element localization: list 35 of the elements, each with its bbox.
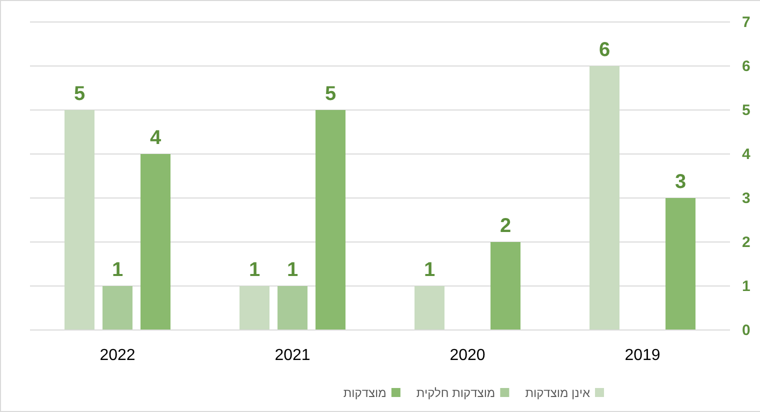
bar bbox=[490, 242, 520, 330]
data-label: 1 bbox=[248, 259, 260, 281]
legend-label: אינן מוצדקות bbox=[525, 386, 590, 400]
bar bbox=[140, 154, 170, 330]
x-tick-label: 2019 bbox=[624, 347, 660, 364]
bar bbox=[590, 66, 620, 330]
data-label: 5 bbox=[74, 83, 86, 105]
bar bbox=[666, 198, 696, 330]
data-label: 5 bbox=[324, 83, 336, 105]
x-tick-label: 2021 bbox=[274, 347, 310, 364]
y-tick-label: 1 bbox=[742, 278, 750, 295]
bar bbox=[240, 286, 270, 330]
data-label: 1 bbox=[286, 259, 298, 281]
bar bbox=[64, 110, 94, 330]
data-label: 3 bbox=[674, 171, 686, 193]
y-tick-label: 2 bbox=[742, 234, 750, 251]
legend-label: מוצדקות חלקית bbox=[416, 386, 496, 400]
bar bbox=[102, 286, 132, 330]
data-label: 1 bbox=[424, 259, 436, 281]
bar bbox=[278, 286, 308, 330]
bar bbox=[316, 110, 346, 330]
data-label: 4 bbox=[150, 127, 162, 149]
data-label: 1 bbox=[112, 259, 124, 281]
y-tick-label: 5 bbox=[742, 102, 750, 119]
y-tick-label: 3 bbox=[742, 190, 750, 207]
data-label: 2 bbox=[500, 215, 512, 237]
y-tick-label: 0 bbox=[742, 322, 750, 339]
data-label: 6 bbox=[598, 39, 610, 61]
y-tick-label: 4 bbox=[742, 146, 751, 163]
y-tick-label: 6 bbox=[742, 58, 750, 75]
x-tick-label: 2022 bbox=[100, 347, 136, 364]
y-tick-label: 7 bbox=[742, 14, 750, 31]
legend-label: מוצדקות bbox=[343, 386, 386, 400]
x-tick-label: 2020 bbox=[450, 347, 486, 364]
bar bbox=[414, 286, 444, 330]
